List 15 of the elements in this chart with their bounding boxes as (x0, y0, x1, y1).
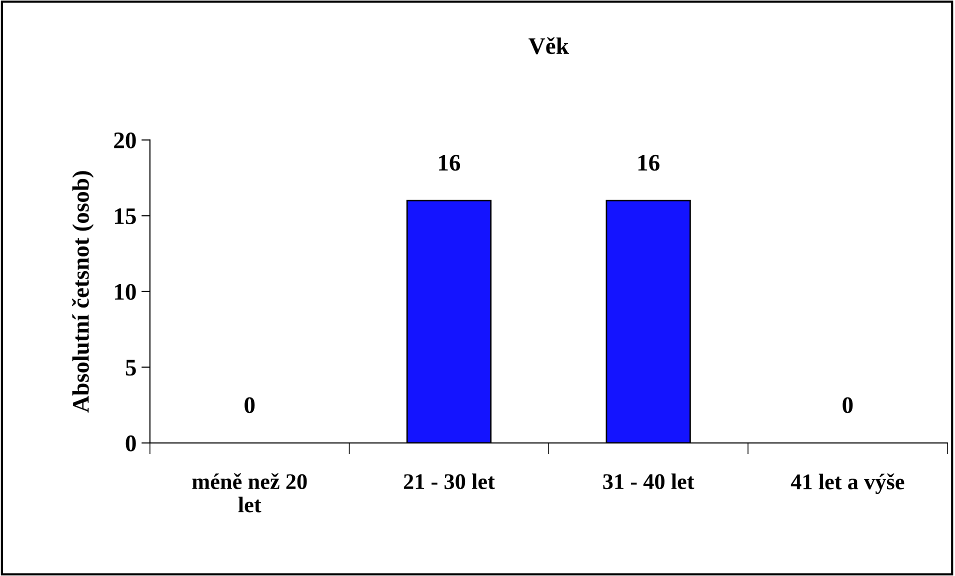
x-tick-label: 21 - 30 let (404, 474, 495, 490)
data-label: 16 (439, 154, 460, 171)
y-tick-label: 20 (114, 132, 136, 148)
data-label: 0 (244, 397, 255, 414)
data-label: 0 (842, 397, 853, 414)
chart-title: Věk (528, 37, 569, 54)
y-axis-title: Absolutní četsnot (osob) (72, 171, 94, 413)
y-tick-label: 15 (115, 208, 136, 224)
x-tick-label: 31 - 40 let (603, 474, 694, 490)
x-tick-label: méně než 20 let (192, 473, 307, 512)
data-label: 16 (638, 154, 660, 171)
x-tick-label: 41 let a výše (790, 474, 904, 494)
y-tick-label: 5 (126, 360, 136, 376)
y-tick-label: 0 (126, 435, 136, 452)
y-tick-label: 10 (115, 284, 136, 300)
